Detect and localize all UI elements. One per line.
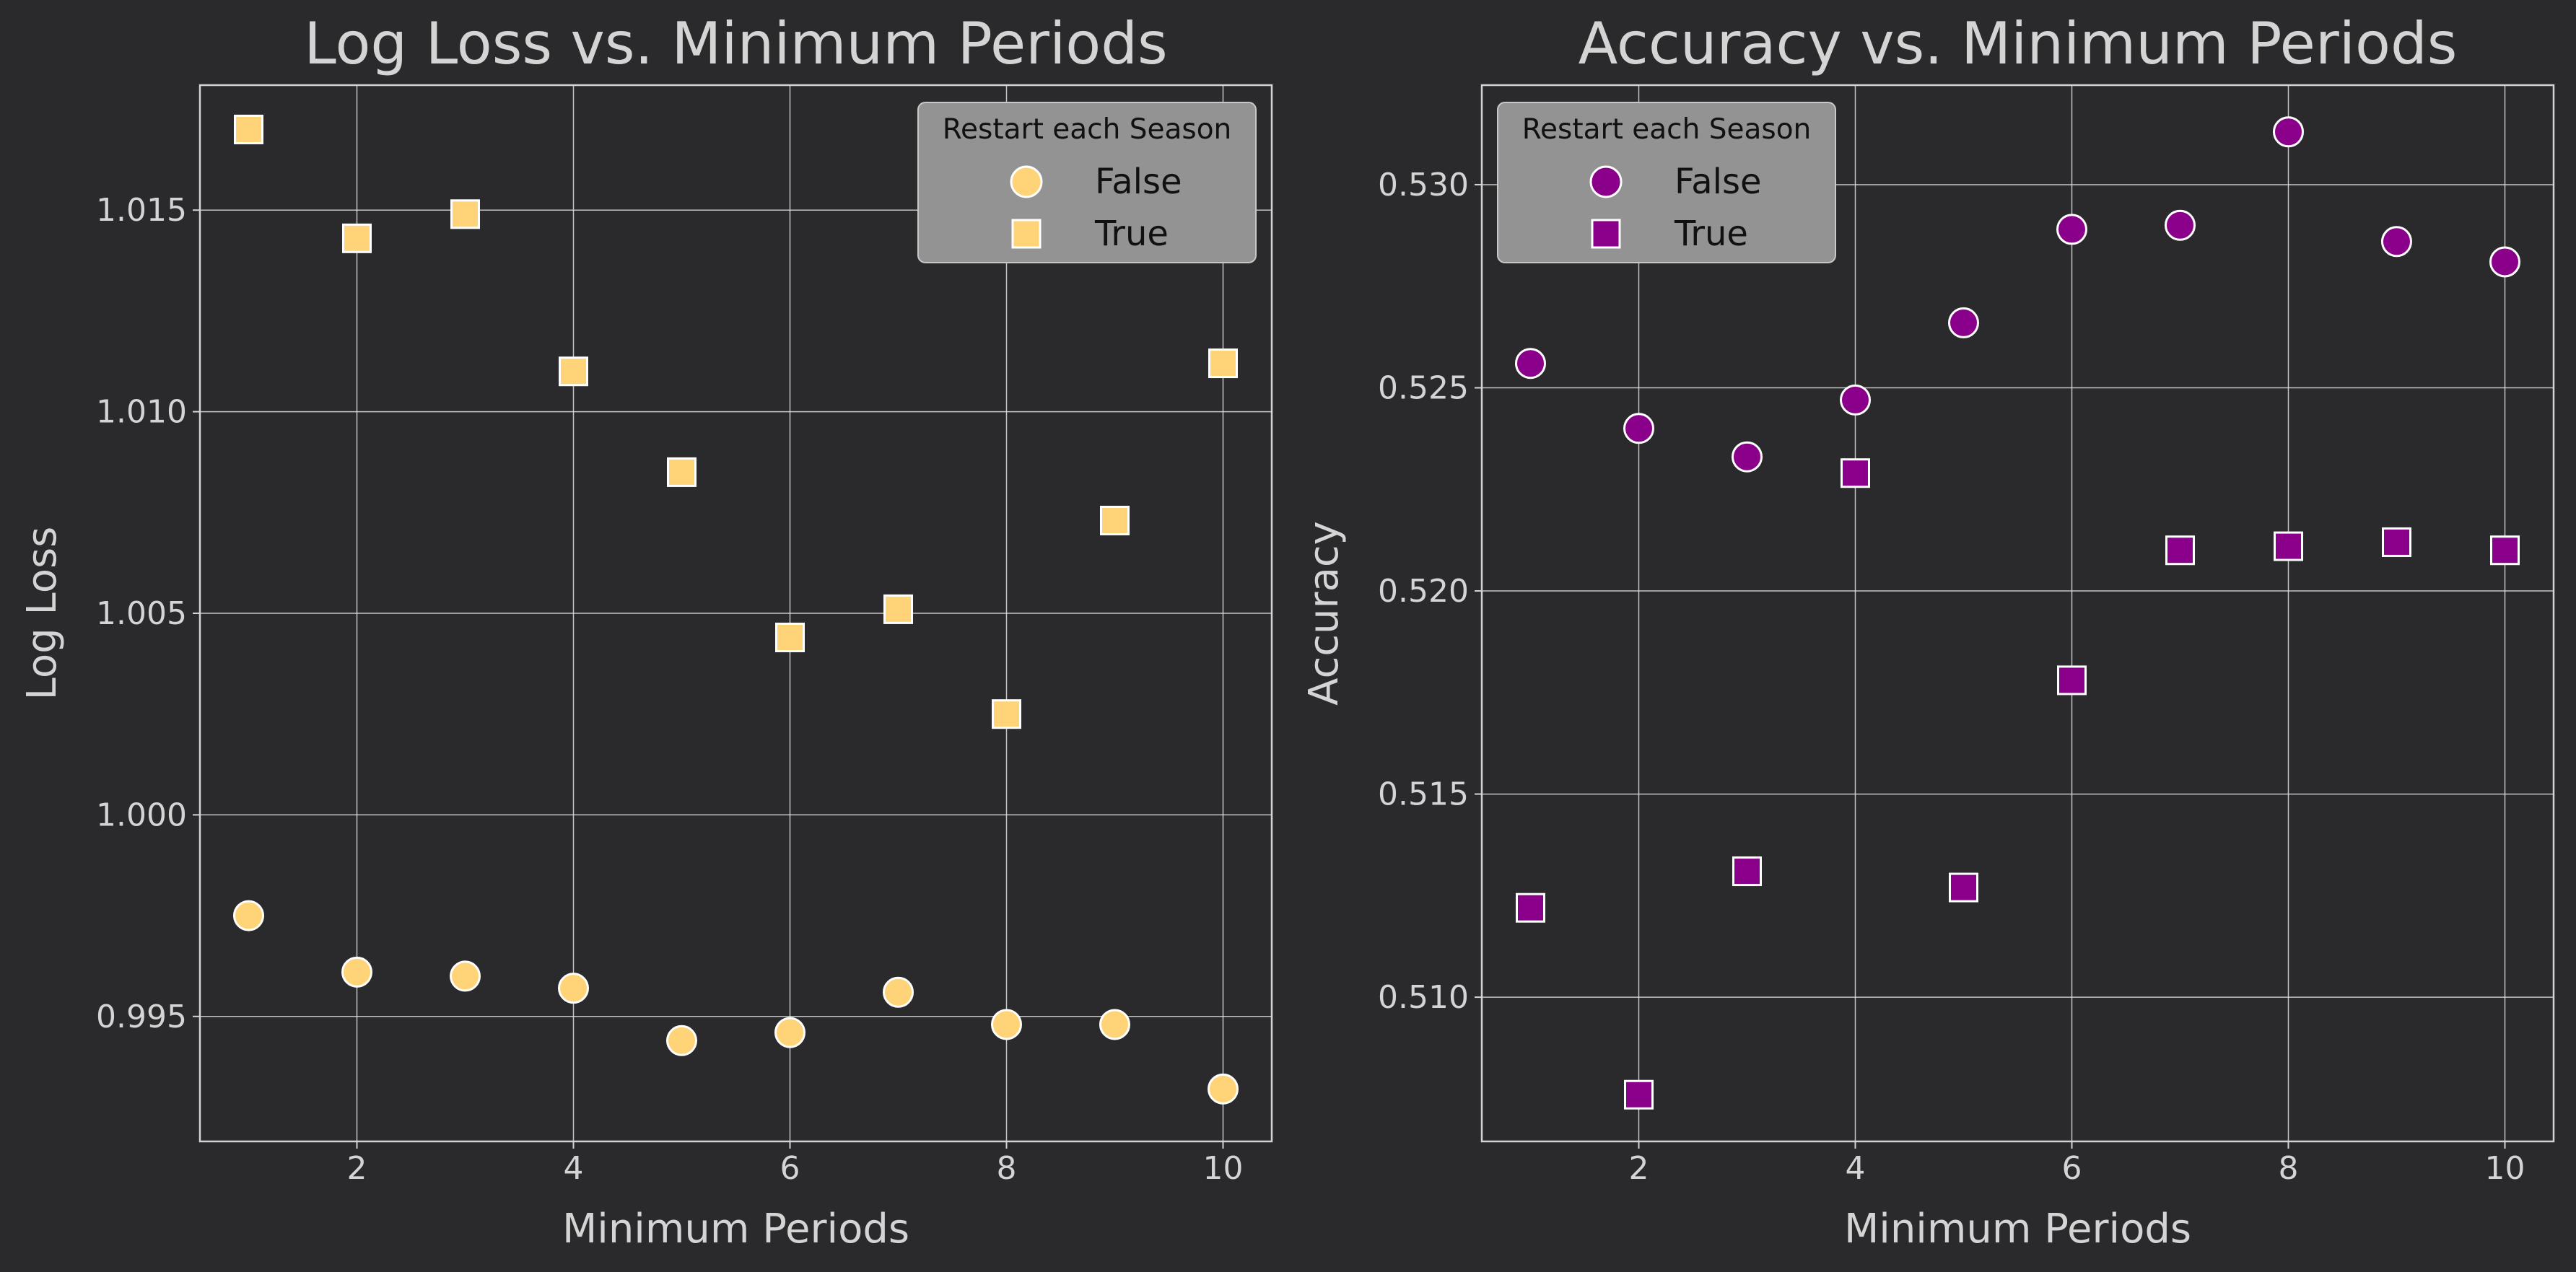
legend-box — [1497, 102, 1836, 263]
data-point-square — [1624, 1079, 1654, 1110]
legend: Restart each Season False True — [1497, 102, 1836, 263]
data-point-square — [1100, 505, 1130, 535]
data-point-circle — [666, 1025, 697, 1056]
data-point-circle — [1840, 384, 1871, 416]
data-point-circle — [2489, 246, 2520, 278]
y-tick-label: 0.995 — [96, 999, 187, 1035]
legend-entry-label: True — [1094, 214, 1169, 254]
data-point-circle — [450, 960, 481, 992]
data-point-square — [1732, 856, 1762, 887]
legend: Restart each Season False True — [917, 102, 1257, 263]
chart-title: Log Loss vs. Minimum Periods — [304, 10, 1167, 77]
legend-title: Restart each Season — [943, 113, 1232, 146]
data-point-square — [342, 223, 372, 253]
x-tick-label: 8 — [997, 1150, 1017, 1187]
legend-title: Restart each Season — [1522, 113, 1812, 146]
x-tick-label: 6 — [780, 1150, 800, 1187]
series-false — [1515, 116, 2520, 473]
data-point-circle — [2381, 226, 2412, 258]
y-tick-label: 0.510 — [1378, 979, 1469, 1016]
data-point-circle — [2165, 209, 2196, 241]
x-axis-label: Minimum Periods — [1844, 1206, 2191, 1253]
legend-entry-label: False — [1095, 162, 1182, 202]
data-point-square — [2057, 665, 2087, 696]
series-true — [234, 114, 1238, 729]
chart-panel-2: 2 4 6 8 10 0.510 0.515 0.520 0.525 0.530 Accuracy … — [1301, 10, 2555, 1253]
legend-entry-label: True — [1674, 214, 1748, 254]
y-tick-label: 1.015 — [96, 192, 187, 229]
y-axis-label: Log Loss — [19, 527, 66, 701]
data-point-square — [1949, 872, 1978, 903]
x-tick-label: 2 — [1629, 1150, 1649, 1187]
data-point-square — [667, 457, 697, 487]
axes-frame — [1480, 84, 2555, 1143]
y-tick-label: 0.525 — [1378, 369, 1469, 406]
data-point-circle — [991, 1009, 1022, 1040]
data-point-square — [2490, 535, 2520, 566]
data-point-square — [883, 594, 913, 624]
data-point-square — [234, 114, 263, 144]
series-true — [1516, 458, 2520, 1110]
legend-marker-circle — [1589, 165, 1623, 198]
x-axis-label: Minimum Periods — [562, 1206, 909, 1253]
data-point-circle — [558, 973, 589, 1004]
data-point-circle — [1623, 413, 1654, 444]
data-point-circle — [341, 956, 372, 988]
data-point-circle — [883, 976, 914, 1008]
legend-marker-circle — [1010, 165, 1043, 198]
data-point-circle — [774, 1017, 805, 1048]
y-tick-label: 1.000 — [96, 797, 187, 833]
data-point-circle — [233, 900, 264, 931]
x-tick-label: 2 — [347, 1150, 367, 1187]
data-point-circle — [1732, 441, 1763, 473]
legend-marker-square — [1591, 219, 1621, 249]
data-point-square — [992, 699, 1021, 729]
y-axis-label: Accuracy — [1301, 521, 1348, 706]
legend-box — [917, 102, 1257, 263]
x-tick-label: 10 — [1203, 1150, 1244, 1187]
data-point-circle — [1948, 307, 1979, 338]
data-point-circle — [2273, 116, 2304, 148]
data-point-square — [1841, 458, 1870, 488]
data-point-square — [450, 199, 480, 229]
data-point-circle — [1099, 1009, 1130, 1040]
data-point-square — [1516, 892, 1545, 923]
y-tick-label: 1.005 — [96, 595, 187, 632]
data-point-circle — [1515, 348, 1546, 380]
data-point-square — [1208, 348, 1238, 379]
data-point-square — [2165, 535, 2195, 566]
legend-entry-label: False — [1675, 162, 1762, 202]
x-tick-label: 4 — [1846, 1150, 1866, 1187]
data-point-square — [559, 356, 588, 387]
data-point-square — [2274, 531, 2303, 561]
series-false — [233, 900, 1239, 1105]
data-point-square — [775, 623, 805, 653]
y-tick-label: 1.010 — [96, 394, 187, 431]
chart-title: Accuracy vs. Minimum Periods — [1579, 10, 2458, 77]
x-tick-label: 6 — [2062, 1150, 2082, 1187]
data-point-circle — [1208, 1073, 1239, 1105]
data-point-circle — [2056, 214, 2087, 245]
chart-panel-1: 2 4 6 8 10 0.995 1.000 1.005 1.010 1.015 Log Loss … — [19, 10, 1273, 1253]
y-tick-label: 0.520 — [1378, 573, 1469, 610]
y-tick-label: 0.515 — [1378, 776, 1469, 813]
x-tick-label: 10 — [2485, 1150, 2525, 1187]
x-tick-label: 8 — [2279, 1150, 2299, 1187]
data-point-square — [2382, 527, 2411, 557]
legend-marker-square — [1011, 219, 1042, 249]
y-tick-label: 0.530 — [1378, 167, 1469, 203]
x-tick-label: 4 — [564, 1150, 584, 1187]
